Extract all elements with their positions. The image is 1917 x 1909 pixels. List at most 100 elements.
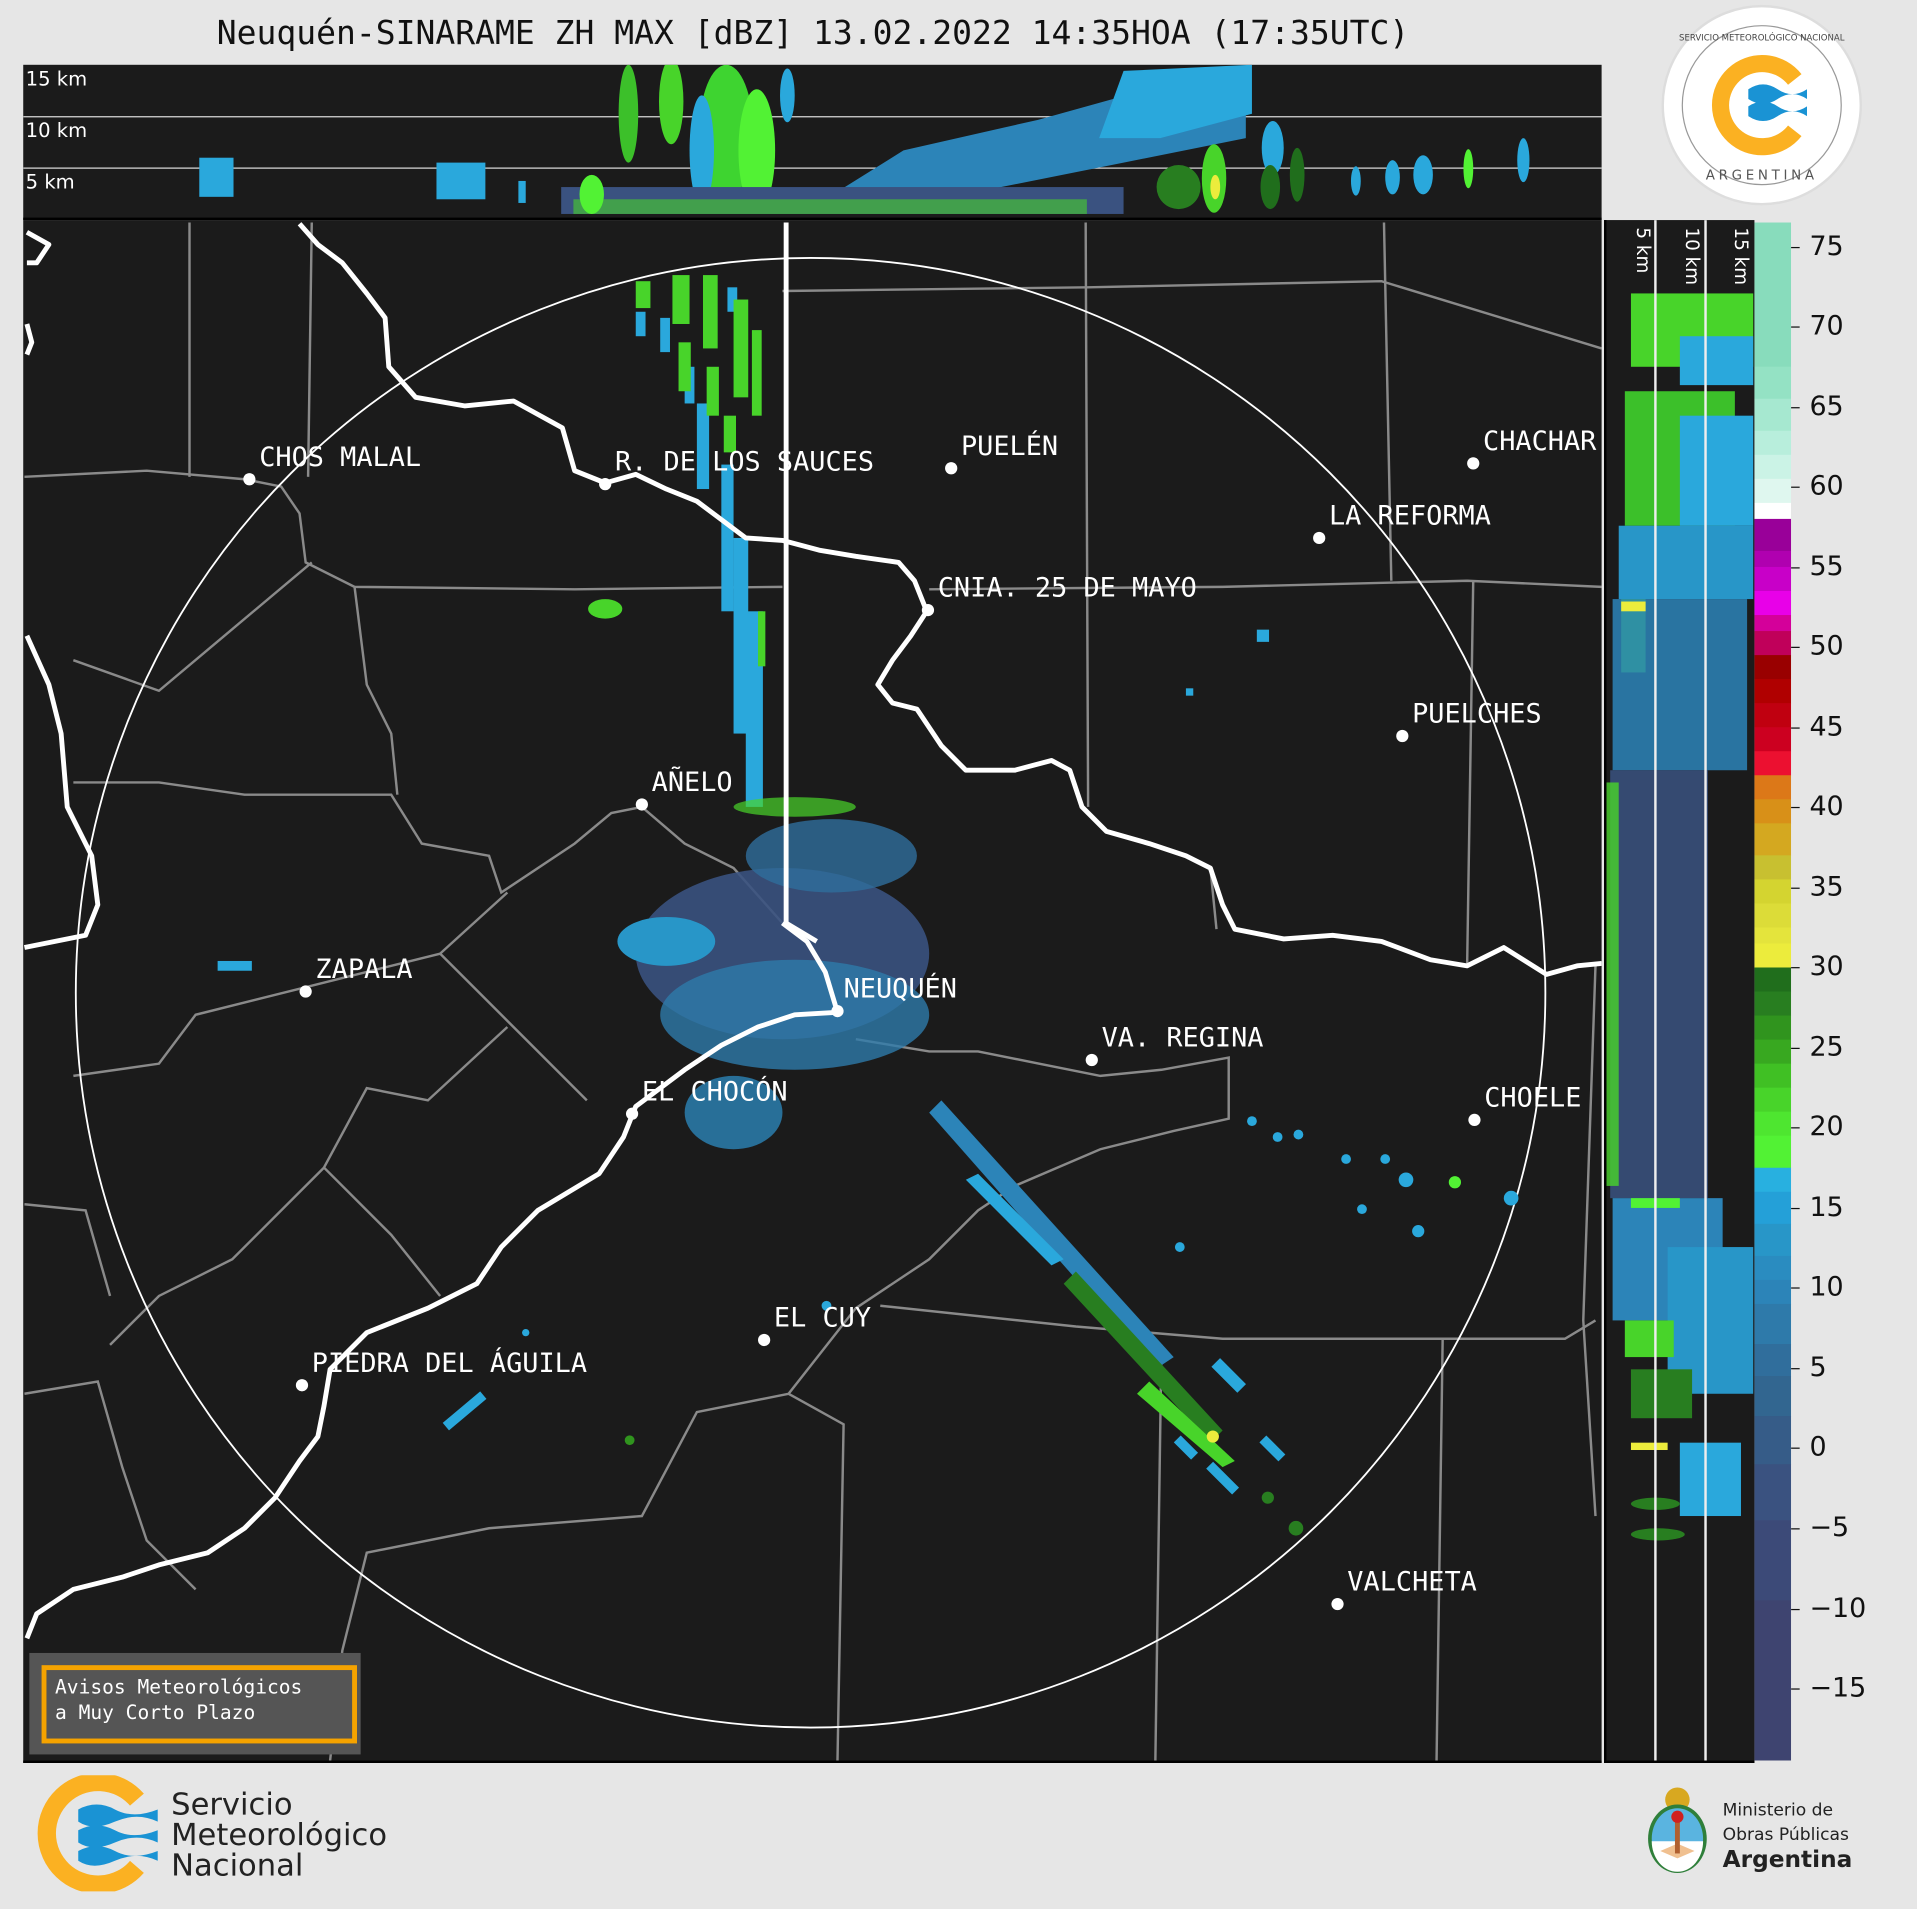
city-label: CNIA. 25 DE MAYO — [937, 573, 1197, 604]
top-cross-section: 15 km 10 km 5 km — [23, 64, 1602, 221]
colorbar-tick-label: 40 — [1809, 791, 1844, 823]
colorbar-tick — [1791, 1368, 1800, 1370]
smn-logo-icon — [37, 1775, 158, 1892]
city-dot — [299, 985, 312, 998]
ministerio-line: Obras Públicas — [1722, 1825, 1849, 1845]
city-label: VA. REGINA — [1101, 1023, 1264, 1054]
colorbar-band — [1754, 703, 1792, 728]
colorbar-tick — [1791, 1448, 1800, 1450]
avisos-button-frame[interactable]: Avisos Meteorológicos a Muy Corto Plazo — [41, 1665, 357, 1744]
city-dot — [243, 473, 256, 486]
smn-name-line: Nacional — [171, 1847, 304, 1883]
colorbar-tick-label: 5 — [1809, 1352, 1827, 1384]
smn-name: Servicio Meteorológico Nacional — [171, 1789, 387, 1881]
height-label: 10 km — [1681, 227, 1704, 286]
colorbar-band — [1754, 823, 1792, 856]
city-dot — [1331, 1597, 1344, 1611]
height-label: 15 km — [25, 67, 88, 91]
seal-text: SERVICIO METEOROLÓGICO NACIONAL — [1679, 31, 1845, 43]
city-dot — [1468, 1113, 1481, 1127]
city-dot — [831, 1004, 844, 1018]
colorbar-band — [1754, 1343, 1792, 1377]
city-dot — [599, 478, 612, 491]
colorbar — [1754, 222, 1792, 1761]
avisos-button[interactable]: Avisos Meteorológicos a Muy Corto Plazo — [29, 1652, 361, 1755]
gridline-10km — [1704, 220, 1707, 1761]
city-label: LA REFORMA — [1328, 501, 1491, 532]
city-label: NEUQUÉN — [843, 974, 957, 1005]
colorbar-band — [1754, 1279, 1792, 1305]
colorbar-band — [1754, 566, 1792, 592]
colorbar-band — [1754, 1520, 1792, 1601]
smn-name-line: Servicio — [171, 1786, 293, 1822]
colorbar-band — [1754, 1087, 1792, 1113]
colorbar-band — [1754, 799, 1792, 824]
colorbar-tick-label: −5 — [1809, 1512, 1850, 1544]
colorbar-band — [1754, 366, 1792, 400]
city-dot — [1313, 531, 1326, 545]
colorbar-band — [1754, 1376, 1792, 1417]
colorbar-band — [1754, 775, 1792, 800]
height-label: 10 km — [25, 118, 88, 142]
gridline-5km — [23, 167, 1602, 169]
city-label: PIEDRA DEL ÁGUILA — [311, 1348, 588, 1380]
colorbar-band — [1754, 1063, 1792, 1089]
colorbar-tick — [1791, 566, 1800, 569]
city-dot — [1396, 729, 1409, 743]
page-title: Neuquén-SINARAME ZH MAX [dBZ] 13.02.2022… — [216, 14, 1410, 53]
colorbar-band — [1754, 1111, 1792, 1137]
colorbar-band — [1754, 1223, 1792, 1257]
ministerio-line: Argentina — [1722, 1846, 1853, 1874]
colorbar-tick — [1791, 887, 1800, 889]
height-label: 5 km — [1632, 227, 1655, 274]
smn-name-line: Meteorológico — [171, 1816, 388, 1853]
seal-country: ARGENTINA — [1706, 169, 1818, 184]
colorbar-band — [1754, 1600, 1792, 1761]
colorbar-tick-label: 10 — [1809, 1272, 1844, 1304]
side-cross-section: 5 km 10 km 15 km — [1604, 220, 1755, 1763]
colorbar-tick — [1791, 486, 1800, 489]
city-dot — [758, 1333, 771, 1347]
coat-of-arms-icon — [1648, 1787, 1707, 1874]
colorbar-tick — [1791, 727, 1800, 729]
city-dot — [921, 603, 935, 617]
colorbar-band — [1754, 398, 1792, 432]
gridline-5km — [1654, 220, 1657, 1761]
colorbar-tick — [1791, 967, 1800, 969]
city-label: CHOS MALAL — [259, 442, 422, 474]
colorbar-band — [1754, 502, 1792, 520]
colorbar-tick — [1791, 1608, 1800, 1610]
city-label: ZAPALA — [315, 954, 413, 986]
city-dot — [625, 1107, 639, 1120]
colorbar-band — [1754, 1167, 1792, 1193]
colorbar-band — [1754, 430, 1792, 456]
gridline-10km — [23, 116, 1602, 118]
colorbar-band — [1754, 679, 1792, 704]
colorbar-band — [1754, 478, 1792, 504]
city-dot — [635, 798, 648, 811]
colorbar-band — [1754, 655, 1792, 680]
city-dot — [1085, 1053, 1098, 1067]
colorbar-band — [1754, 222, 1792, 368]
city-label: EL CUY — [773, 1303, 872, 1334]
rivers-and-borders — [23, 222, 1602, 1640]
colorbar-band — [1754, 518, 1792, 552]
colorbar-band — [1754, 927, 1792, 945]
avisos-line2: a Muy Corto Plazo — [55, 1700, 256, 1724]
height-label: 5 km — [25, 169, 75, 194]
city-dot — [1467, 457, 1480, 470]
colorbar-tick-label: 50 — [1809, 631, 1844, 663]
colorbar-tick — [1791, 246, 1800, 248]
colorbar-tick-label: −15 — [1809, 1673, 1867, 1704]
city-label: PUELÉN — [960, 431, 1059, 463]
city-dot — [295, 1379, 309, 1392]
colorbar-band — [1754, 454, 1792, 480]
colorbar-band — [1754, 1464, 1792, 1521]
colorbar-tick — [1791, 647, 1800, 649]
city-label: PUELCHES — [1412, 699, 1542, 730]
colorbar-tick-label: 30 — [1809, 952, 1844, 983]
colorbar-band — [1754, 1135, 1792, 1169]
colorbar-band — [1754, 855, 1792, 880]
colorbar-band — [1754, 903, 1792, 929]
radar-map[interactable]: CHOS MALAL R. DE LOS SAUCES PUELÉN CHACH… — [23, 220, 1602, 1763]
